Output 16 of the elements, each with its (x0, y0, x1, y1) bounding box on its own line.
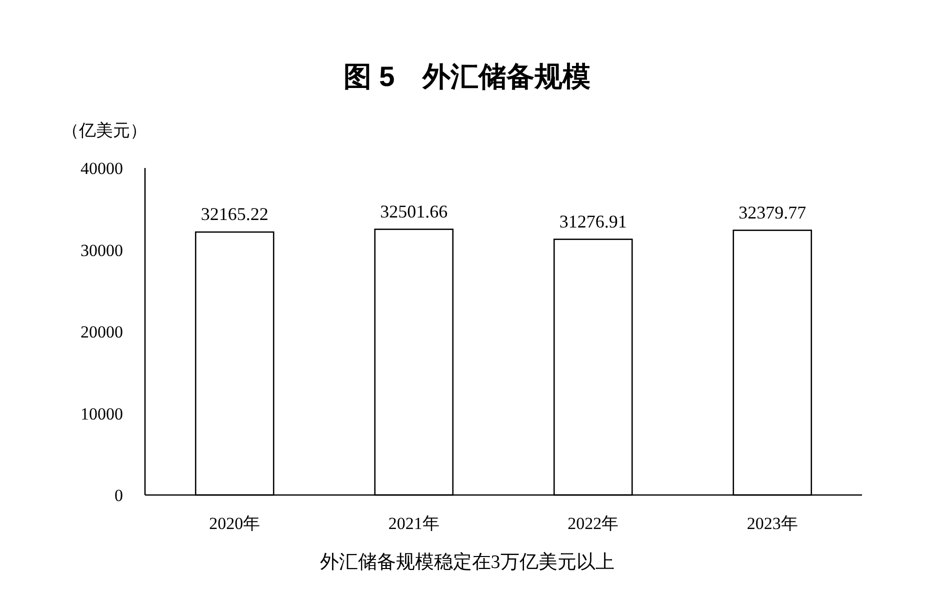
data-label: 32165.22 (200, 204, 268, 224)
x-tick-label: 2020年 (209, 514, 260, 533)
y-axis-title: （亿美元） (62, 121, 147, 140)
chart-title: 图 5 外汇储备规模 (343, 61, 591, 92)
data-label: 31276.91 (559, 211, 627, 232)
x-tick-label: 2021年 (388, 514, 440, 533)
y-tick-label: 20000 (80, 322, 123, 342)
y-tick-label: 40000 (80, 159, 123, 178)
y-tick-label: 30000 (80, 240, 123, 260)
y-tick-label: 10000 (80, 404, 123, 424)
data-label: 32379.77 (738, 202, 806, 222)
y-tick-label: 0 (114, 486, 123, 505)
text: 外汇储备规模稳定在3万亿美元以上 (320, 551, 614, 573)
data-label: 32501.66 (380, 201, 448, 222)
x-tick-label: 2023年 (746, 514, 798, 533)
x-tick-label: 2022年 (568, 514, 619, 533)
